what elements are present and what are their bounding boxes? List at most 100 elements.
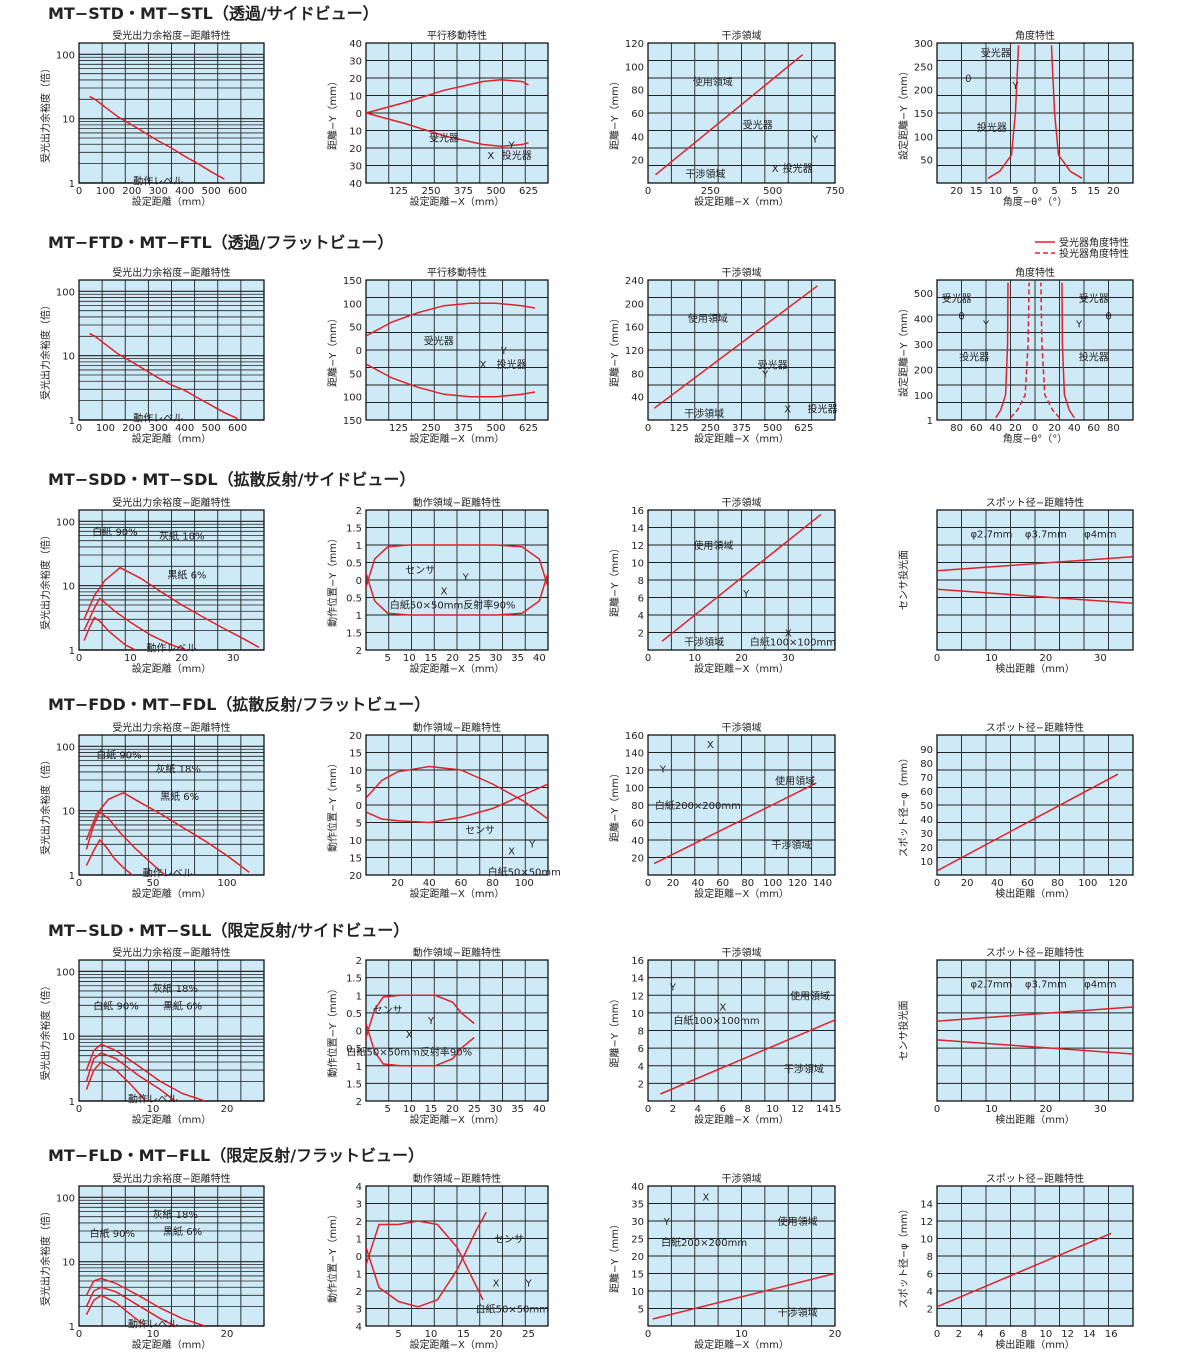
annotation: φ4mm: [1084, 980, 1116, 991]
y-tick-label: 1: [69, 179, 75, 190]
y-tick-label: 200: [914, 86, 933, 97]
annotation: 干渉領域: [685, 168, 725, 181]
annotation: 白紙50×50mm反射率90%: [347, 1046, 473, 1059]
x-tick-label: 500: [202, 423, 221, 434]
x-tick-label: 30: [1094, 653, 1107, 664]
y-tick-label: 0.5: [346, 1009, 362, 1020]
y-tick-label: 100: [343, 393, 362, 404]
x-tick-label: 100: [217, 878, 236, 889]
y-axis-label: スポット径−φ（mm）: [897, 1204, 910, 1308]
x-axis-label: 設定距離−X（mm）: [410, 432, 505, 445]
annotation: 白紙 90%: [93, 999, 138, 1012]
x-tick-label: 125: [389, 423, 408, 434]
y-tick-label: 100: [56, 742, 75, 753]
annotation: φ2.7mm: [970, 529, 1012, 540]
x-tick-label: 0: [76, 423, 82, 434]
x-tick-label: 10: [425, 1329, 438, 1340]
chart-c43: スポット径−距離特性 0 10 20 30 検出距離（mm） センサ投光面 φ2.7mm φ3.…: [897, 946, 1134, 1126]
plot-frame: [647, 1185, 836, 1327]
x-tick-label: 14: [1083, 1329, 1096, 1340]
annotation: Y: [742, 589, 750, 600]
plot-frame: [936, 1185, 1134, 1327]
y-tick-label: 250: [914, 62, 933, 73]
x-tick-label: 30: [490, 653, 503, 664]
y-tick-label: 1: [69, 871, 75, 882]
y-tick-label: 4: [638, 1062, 644, 1073]
chart-c20: 受光出力余裕度−距離特性 0 10 20 30 設定距離（mm） 1 10 100 受光出力余裕度…: [39, 496, 265, 675]
y-tick-label: 200: [625, 299, 644, 310]
annotation: θ: [965, 74, 971, 85]
x-tick-label: 30: [490, 1104, 503, 1115]
y-tick-label: 150: [914, 109, 933, 120]
x-tick-label: 25: [468, 653, 481, 664]
y-tick-label: 2: [927, 1305, 933, 1316]
annotation: Y: [669, 982, 677, 993]
x-tick-label: 0: [645, 1329, 651, 1340]
y-tick-label: 15: [631, 1270, 644, 1281]
y-tick-label: 500: [914, 289, 933, 300]
series-line-0: [655, 54, 804, 176]
x-tick-label: 8: [745, 1104, 751, 1115]
y-tick-label: 0: [356, 346, 362, 357]
x-axis-label: 角度−θ°（°）: [1003, 432, 1068, 445]
section-title-0: MT−STD・MT−STL（透過/サイドビュー）: [48, 4, 379, 23]
legend-label: 投光器角度特性: [1059, 247, 1129, 260]
x-tick-label: 0: [645, 878, 651, 889]
y-tick-label: 20: [349, 731, 362, 742]
series-line-0: [937, 773, 1119, 872]
y-tick-label: 4: [356, 1182, 362, 1193]
chart-title: 動作領域−距離特性: [413, 946, 501, 959]
y-tick-label: 20: [631, 854, 644, 865]
x-tick-label: 625: [519, 423, 538, 434]
y-tick-label: 12: [631, 991, 644, 1002]
x-tick-label: 15: [1087, 186, 1100, 197]
y-tick-label: 60: [631, 819, 644, 830]
y-tick-label: 40: [631, 1182, 644, 1193]
series-line-0: [85, 1043, 206, 1101]
y-tick-label: 100: [625, 784, 644, 795]
y-tick-label: 10: [62, 1258, 75, 1269]
x-tick-label: 80: [741, 878, 754, 889]
annotation: Y: [524, 1278, 532, 1289]
series-line-0: [85, 1277, 206, 1326]
y-tick-label: 8: [638, 576, 644, 587]
annotation: 白紙50×50mm: [488, 866, 561, 879]
y-tick-label: 100: [914, 391, 933, 402]
y-axis-label: 設定距離−Y（mm）: [897, 66, 910, 160]
x-tick-label: 15: [425, 653, 438, 664]
chart-title: スポット径−距離特性: [986, 496, 1084, 509]
series-line-0: [366, 302, 536, 337]
annotation: 干渉領域: [684, 635, 724, 648]
series-line-0: [937, 1006, 1133, 1022]
grid: [78, 735, 265, 876]
y-tick-label: 30: [631, 1217, 644, 1228]
y-tick-label: 50: [349, 323, 362, 334]
annotation: 投光器: [502, 149, 532, 162]
y-tick-label: 0: [356, 1027, 362, 1038]
x-tick-label: 8: [1021, 1329, 1027, 1340]
annotation: 黒紙 6%: [163, 1225, 202, 1238]
x-tick-label: 4: [977, 1329, 983, 1340]
y-tick-label: 40: [920, 815, 933, 826]
annotation: 使用領域: [693, 539, 733, 552]
chart-title: 角度特性: [1015, 266, 1055, 279]
x-tick-label: 15: [970, 186, 983, 197]
annotation: X: [487, 151, 494, 162]
series-line-1: [366, 112, 529, 148]
y-tick-label: 40: [349, 39, 362, 50]
x-tick-label: 80: [1107, 423, 1120, 434]
x-tick-label: 125: [670, 423, 689, 434]
x-tick-label: 100: [763, 878, 782, 889]
x-tick-label: 0: [76, 653, 82, 664]
annotation: 白紙50×50mm反射率90%: [390, 599, 516, 612]
x-axis-label: 角度−θ°（°）: [1003, 195, 1068, 208]
y-axis-label: 動作位置−Y（mm）: [326, 533, 339, 627]
y-tick-label: 10: [349, 766, 362, 777]
y-tick-label: 2: [356, 1287, 362, 1298]
x-tick-label: 10: [147, 1329, 160, 1340]
x-tick-label: 20: [175, 653, 188, 664]
annotation: φ2.7mm: [970, 980, 1012, 991]
plot-frame: [936, 959, 1134, 1102]
